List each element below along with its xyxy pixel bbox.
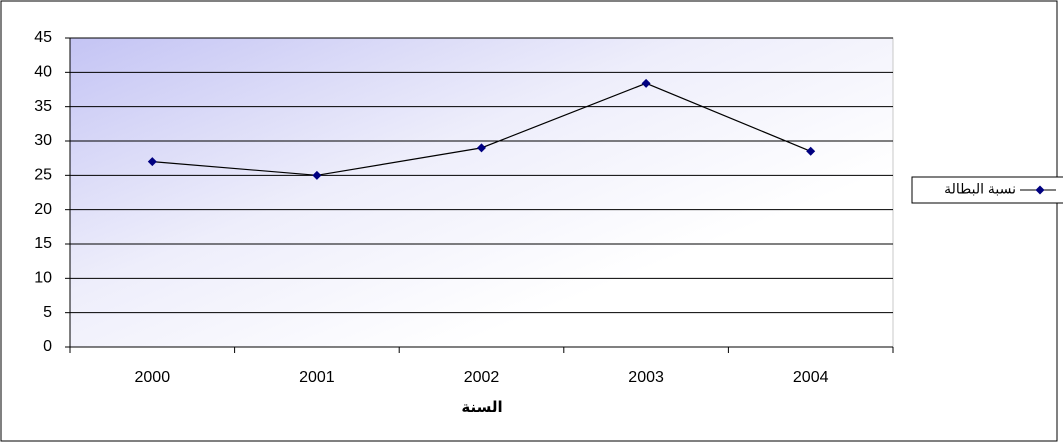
y-tick-label: 30 bbox=[34, 132, 52, 149]
legend-marker bbox=[1035, 185, 1045, 195]
x-tick-label: 2003 bbox=[628, 369, 664, 386]
y-tick-label: 35 bbox=[34, 98, 52, 115]
point-marker bbox=[477, 143, 486, 153]
x-tick-label: 2004 bbox=[793, 369, 829, 386]
legend-box bbox=[911, 176, 1063, 204]
y-tick-label: 0 bbox=[43, 338, 52, 355]
x-axis-title: السنة bbox=[461, 399, 502, 416]
point-marker bbox=[806, 146, 816, 156]
legend-label: نسبة البطالة bbox=[944, 181, 1016, 197]
y-tick-label: 10 bbox=[34, 270, 52, 287]
y-tick-label: 15 bbox=[34, 235, 52, 252]
y-tick-label: 45 bbox=[34, 29, 52, 46]
point-marker bbox=[147, 157, 157, 167]
y-tick-label: 5 bbox=[43, 304, 52, 321]
point-marker bbox=[641, 78, 651, 88]
y-tick-label: 25 bbox=[34, 167, 52, 184]
x-tick-label: 2002 bbox=[464, 369, 500, 386]
y-tick-label: 20 bbox=[34, 201, 52, 218]
plot-area bbox=[69, 37, 894, 348]
point-marker bbox=[312, 170, 322, 180]
x-tick-label: 2000 bbox=[135, 369, 171, 386]
y-tick-label: 40 bbox=[34, 64, 52, 81]
x-tick-label: 2001 bbox=[299, 369, 335, 386]
